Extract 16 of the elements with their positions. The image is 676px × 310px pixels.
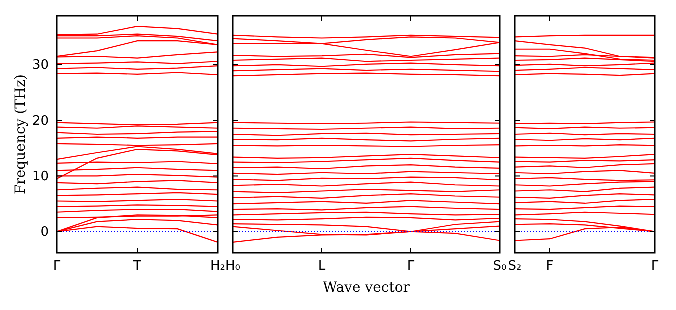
- y-axis-title: Frequency (THz): [13, 74, 29, 195]
- y-tick-label: 30: [32, 58, 49, 74]
- x-axis-title: Wave vector: [323, 280, 410, 296]
- x-tick-label: T: [132, 259, 142, 274]
- x-tick-label: Γ: [53, 259, 62, 274]
- y-tick-label: 0: [40, 225, 49, 240]
- x-tick-label: F: [546, 259, 554, 274]
- x-tick-label: H₀: [226, 259, 240, 274]
- x-tick-label: Γ: [651, 259, 660, 274]
- x-tick-label: L: [318, 259, 326, 274]
- x-tick-label: S₂: [508, 259, 522, 274]
- y-tick-label: 10: [32, 169, 49, 184]
- y-tick-label: 20: [32, 114, 49, 129]
- x-tick-label: H₂: [210, 259, 226, 274]
- x-tick-label: S₀: [493, 259, 507, 274]
- x-tick-label: Γ: [407, 259, 416, 274]
